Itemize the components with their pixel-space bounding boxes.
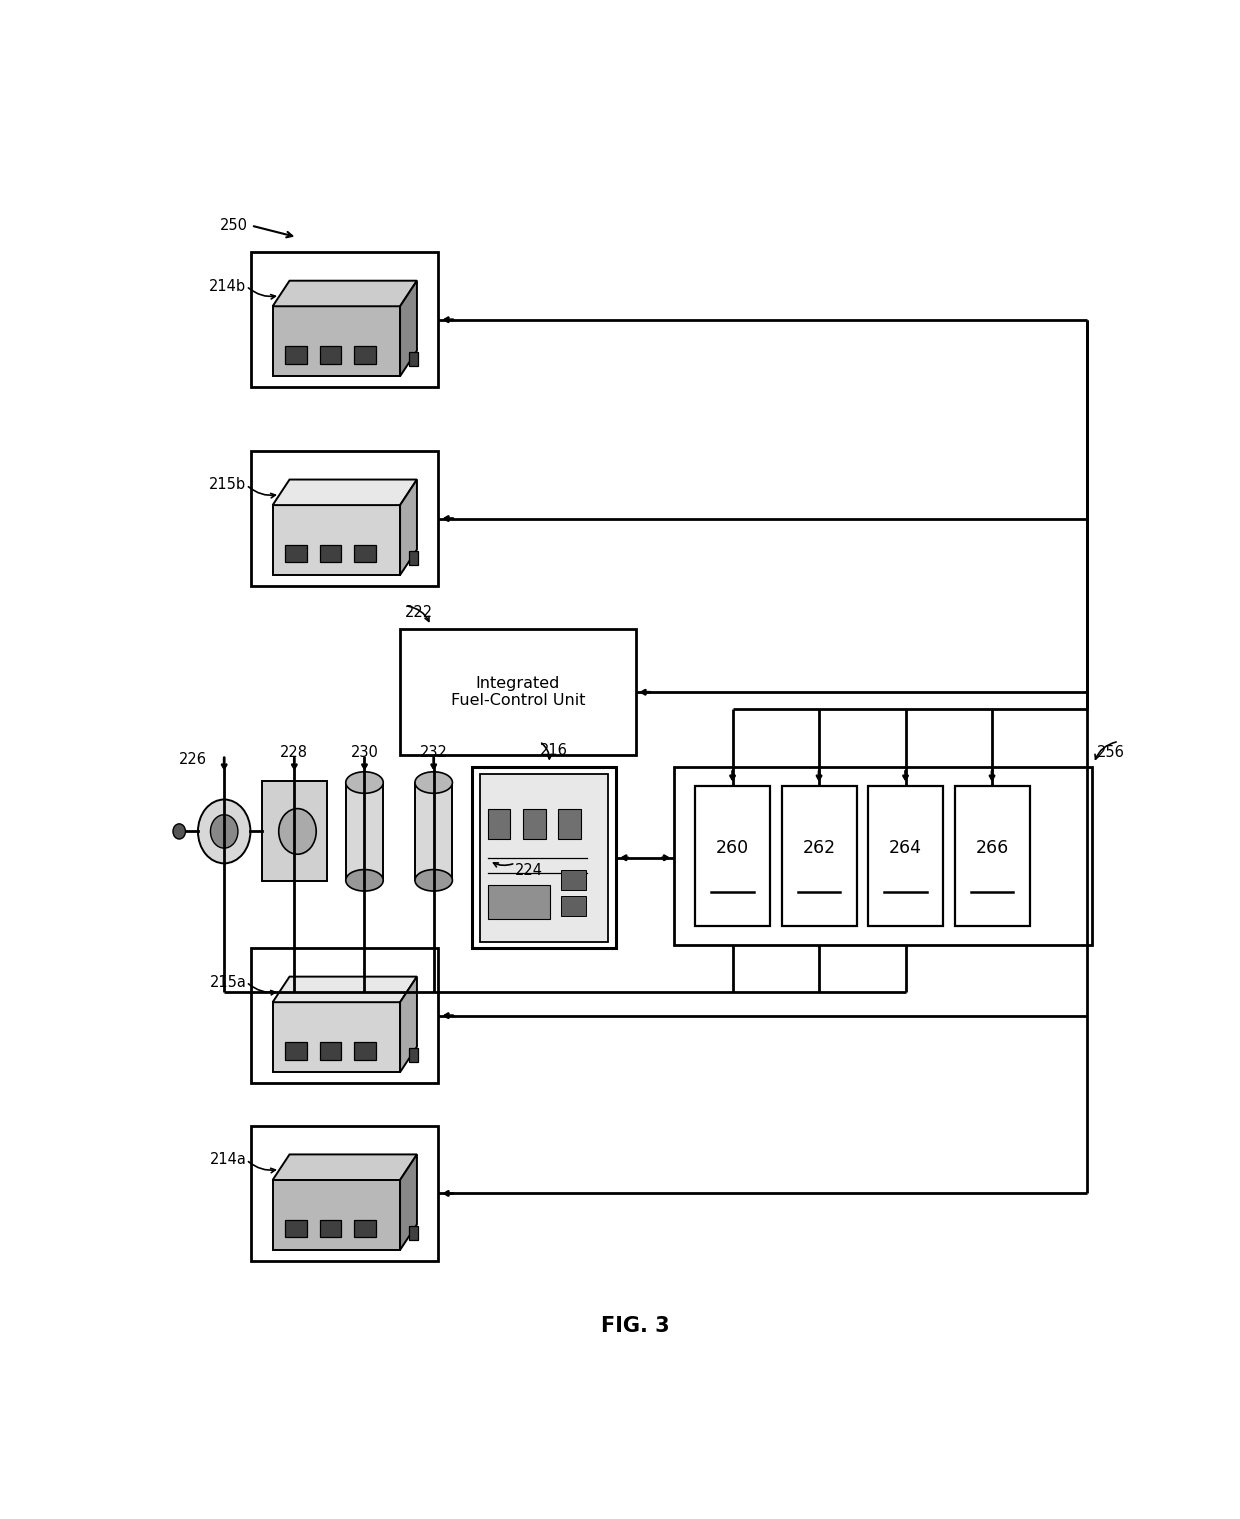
Bar bbox=[409, 1048, 418, 1062]
Bar bbox=[320, 1220, 341, 1238]
Text: 264: 264 bbox=[889, 838, 923, 857]
Bar bbox=[355, 346, 376, 363]
Text: Integrated
Fuel-Control Unit: Integrated Fuel-Control Unit bbox=[450, 676, 585, 708]
Text: 222: 222 bbox=[404, 605, 433, 620]
Polygon shape bbox=[273, 480, 417, 506]
Bar bbox=[523, 810, 546, 840]
Ellipse shape bbox=[346, 772, 383, 793]
Circle shape bbox=[198, 799, 250, 863]
Bar bbox=[273, 307, 401, 377]
Bar bbox=[262, 781, 327, 881]
Bar bbox=[355, 545, 376, 562]
Polygon shape bbox=[401, 480, 417, 576]
Polygon shape bbox=[401, 977, 417, 1072]
Bar bbox=[273, 1003, 401, 1072]
Bar bbox=[868, 785, 942, 927]
Ellipse shape bbox=[346, 869, 383, 892]
Polygon shape bbox=[273, 1154, 417, 1180]
Text: 215a: 215a bbox=[210, 975, 247, 989]
Polygon shape bbox=[401, 1154, 417, 1250]
Text: FIG. 3: FIG. 3 bbox=[601, 1315, 670, 1337]
Text: 232: 232 bbox=[420, 746, 448, 761]
Bar bbox=[346, 782, 383, 881]
Bar bbox=[285, 545, 308, 562]
Bar bbox=[560, 870, 585, 890]
Bar bbox=[489, 886, 549, 919]
Bar bbox=[250, 1126, 439, 1261]
Text: 215b: 215b bbox=[210, 477, 247, 492]
Polygon shape bbox=[273, 281, 417, 307]
Bar bbox=[285, 1042, 308, 1060]
Bar bbox=[955, 785, 1029, 927]
Bar bbox=[480, 773, 609, 942]
Circle shape bbox=[211, 814, 238, 848]
Bar bbox=[696, 785, 770, 927]
Text: 226: 226 bbox=[179, 752, 207, 767]
Text: 224: 224 bbox=[516, 863, 543, 878]
Circle shape bbox=[279, 808, 316, 854]
Bar bbox=[320, 545, 341, 562]
Bar bbox=[250, 451, 439, 586]
Bar bbox=[489, 810, 511, 840]
Ellipse shape bbox=[415, 869, 453, 892]
Bar bbox=[401, 629, 635, 755]
Text: 214b: 214b bbox=[210, 278, 247, 293]
Bar bbox=[273, 506, 401, 576]
Ellipse shape bbox=[415, 772, 453, 793]
Bar bbox=[250, 948, 439, 1083]
Bar bbox=[285, 1220, 308, 1238]
Text: 228: 228 bbox=[280, 746, 309, 761]
Bar bbox=[320, 1042, 341, 1060]
Bar bbox=[675, 767, 1092, 945]
Bar bbox=[355, 1220, 376, 1238]
Bar bbox=[409, 1226, 418, 1240]
Text: 262: 262 bbox=[802, 838, 836, 857]
Text: 216: 216 bbox=[539, 743, 567, 758]
Bar bbox=[320, 346, 341, 363]
Text: 266: 266 bbox=[976, 838, 1008, 857]
Circle shape bbox=[172, 823, 186, 838]
Bar bbox=[409, 352, 418, 366]
Bar bbox=[285, 346, 308, 363]
Bar bbox=[355, 1042, 376, 1060]
Polygon shape bbox=[273, 977, 417, 1003]
Text: 260: 260 bbox=[715, 838, 749, 857]
Bar bbox=[250, 252, 439, 387]
Text: 230: 230 bbox=[351, 746, 378, 761]
Bar bbox=[472, 767, 616, 948]
Polygon shape bbox=[401, 281, 417, 377]
Bar bbox=[409, 551, 418, 565]
Bar bbox=[781, 785, 857, 927]
Bar bbox=[273, 1180, 401, 1250]
Text: 256: 256 bbox=[1097, 746, 1125, 760]
Text: 250: 250 bbox=[219, 219, 248, 232]
Bar bbox=[558, 810, 580, 840]
Bar bbox=[415, 782, 453, 881]
Text: 214a: 214a bbox=[210, 1153, 247, 1167]
Bar bbox=[560, 896, 585, 916]
